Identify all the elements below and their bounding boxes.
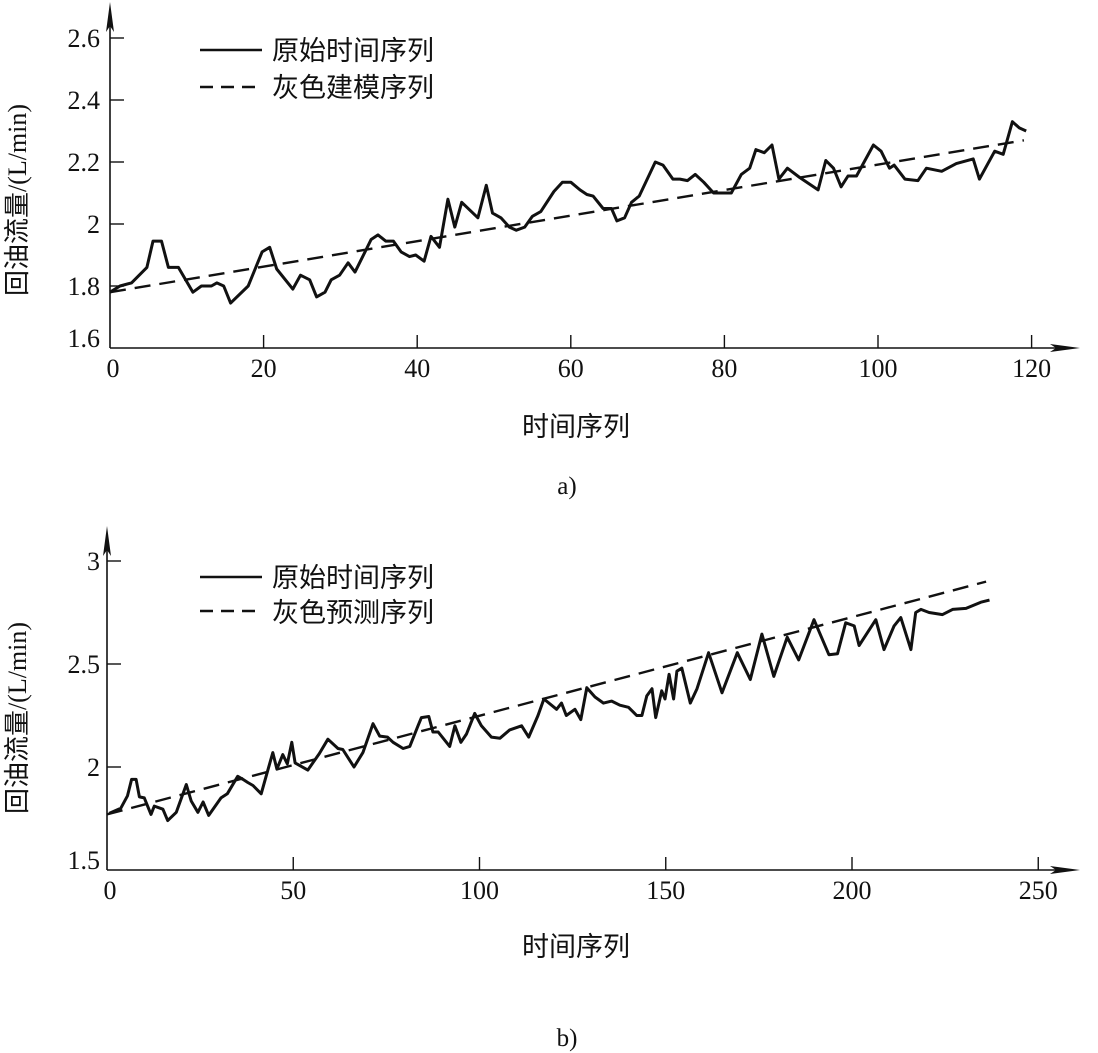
legend-label-forecast-b: 灰色预测序列	[272, 598, 434, 628]
y-tick-label: 3	[87, 547, 100, 576]
chart-a: 原始时间序列 灰色建模序列 时间序列 回油流量/(L/min) a) 0 20 40…	[3, 2, 1080, 500]
y-axis-label-b: 回油流量/(L/min)	[3, 622, 32, 814]
y-tick-label: 2.6	[68, 24, 101, 53]
x-axis-label-b: 时间序列	[522, 932, 630, 962]
original-series-line	[109, 120, 1027, 305]
x-tick-label: 50	[280, 876, 306, 905]
x-tick-label: 250	[1019, 876, 1058, 905]
x-tick-label: 0	[104, 876, 117, 905]
y-axis-label-a: 回油流量/(L/min)	[3, 104, 32, 296]
model-series-line	[109, 139, 1025, 294]
y-tick-label: 2.2	[68, 148, 101, 177]
x-tick-label: 20	[251, 354, 277, 383]
x-axis-arrow-icon	[1050, 866, 1080, 874]
y-tick-label: 1.6	[68, 324, 101, 353]
legend-label-original-b: 原始时间序列	[272, 563, 434, 593]
x-tick-label: 200	[833, 876, 872, 905]
x-tick-label: 60	[558, 354, 584, 383]
y-tick-label: 1.5	[68, 846, 101, 875]
x-tick-label: 80	[711, 354, 737, 383]
caption-b: b)	[557, 1025, 578, 1052]
y-tick-label: 2.5	[68, 650, 101, 679]
y-tick-label: 2	[87, 210, 100, 239]
x-tick-label: 0	[107, 354, 120, 383]
x-tick-label: 100	[859, 354, 898, 383]
x-axis-arrow-icon	[1050, 344, 1080, 352]
y-axis-arrow-icon	[103, 526, 111, 556]
x-tick-label: 120	[1012, 354, 1051, 383]
y-tick-label: 2	[87, 753, 100, 782]
x-axis-label-a: 时间序列	[522, 412, 630, 442]
caption-a: a)	[557, 473, 576, 500]
legend-label-original-a: 原始时间序列	[272, 36, 434, 66]
model-series-line	[106, 580, 987, 816]
original-series-line	[108, 598, 990, 823]
y-tick-label: 1.8	[68, 272, 101, 301]
chart-b: 原始时间序列 灰色预测序列 时间序列 回油流量/(L/min) b) 0 50 10…	[3, 526, 1080, 1052]
legend-label-model-a: 灰色建模序列	[272, 73, 434, 103]
y-axis-arrow-icon	[106, 2, 114, 32]
x-tick-label: 100	[460, 876, 499, 905]
y-tick-label: 2.4	[68, 86, 101, 115]
x-tick-label: 40	[404, 354, 430, 383]
x-tick-label: 150	[646, 876, 685, 905]
